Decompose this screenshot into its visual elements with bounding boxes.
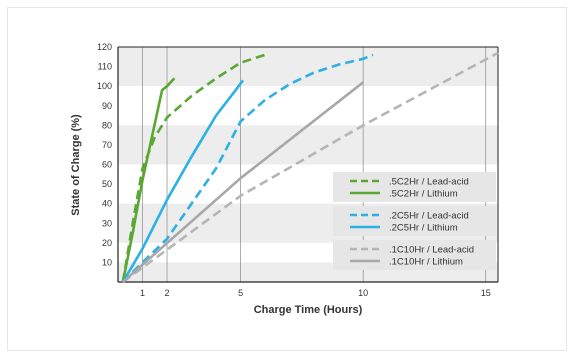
y-tick-30: 30 — [102, 218, 112, 228]
y-tick-80: 80 — [102, 120, 112, 130]
legend-label-4: .1C10Hr / Lead-acid — [389, 245, 474, 256]
series-line-5 — [122, 81, 365, 283]
y-tick-20: 20 — [102, 238, 112, 248]
x-tick-5: 5 — [238, 288, 243, 298]
legend-box-2 — [333, 240, 496, 270]
series-line-0 — [121, 53, 266, 283]
series-line-1 — [121, 77, 176, 283]
series-line-3 — [121, 79, 245, 283]
axes — [117, 46, 499, 283]
series-line-2 — [121, 53, 374, 283]
x-tick-10: 10 — [358, 288, 368, 298]
y-tick-labels: 10 20 30 40 50 60 70 80 90 100 110 120 — [97, 42, 112, 267]
y-tick-120: 120 — [97, 42, 112, 52]
legend-label-0: .5C2Hr / Lead-acid — [389, 177, 469, 188]
x-tick-15: 15 — [481, 288, 491, 298]
y-tick-10: 10 — [102, 257, 112, 267]
series-line-4 — [122, 51, 499, 284]
x-tick-labels: 1 2 5 10 15 — [140, 288, 491, 298]
y-tick-70: 70 — [102, 140, 112, 150]
legend: .5C2Hr / Lead-acid.5C2Hr / Lithium .2C5Hr… — [333, 172, 496, 270]
legend-label-3: .2C5Hr / Lithium — [389, 223, 458, 234]
y-axis-title: State of Charge (%) — [70, 114, 82, 216]
legend-label-5: .1C10Hr / Lithium — [389, 257, 463, 268]
legend-label-1: .5C2Hr / Lithium — [389, 189, 458, 200]
x-tick-2: 2 — [165, 288, 170, 298]
legend-box-0 — [333, 172, 496, 202]
series-lines — [121, 51, 499, 284]
legend-box-1 — [333, 206, 496, 236]
y-tick-40: 40 — [102, 199, 112, 209]
y-tick-50: 50 — [102, 179, 112, 189]
y-tick-60: 60 — [102, 160, 112, 170]
y-tick-110: 110 — [98, 62, 112, 72]
band-3 — [118, 47, 498, 87]
x-axis-title: Charge Time (Hours) — [254, 304, 363, 316]
band-2 — [118, 125, 498, 165]
legend-label-2: .2C5Hr / Lead-acid — [389, 211, 469, 222]
x-tick-1: 1 — [140, 288, 145, 298]
y-tick-90: 90 — [102, 101, 112, 111]
y-tick-100: 100 — [97, 81, 112, 91]
